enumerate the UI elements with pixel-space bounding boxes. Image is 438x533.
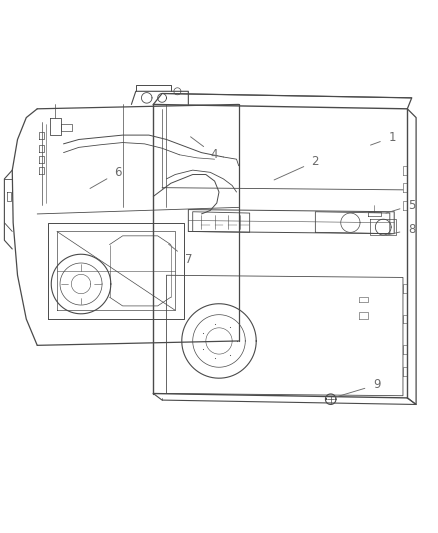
Text: 9: 9 (336, 378, 381, 397)
Text: 4: 4 (191, 137, 219, 161)
Text: 8: 8 (386, 223, 415, 236)
Text: 5: 5 (386, 199, 415, 213)
Text: 6: 6 (90, 166, 122, 189)
Text: 1: 1 (371, 131, 396, 145)
Text: 7: 7 (169, 244, 192, 266)
Text: 2: 2 (274, 155, 319, 180)
